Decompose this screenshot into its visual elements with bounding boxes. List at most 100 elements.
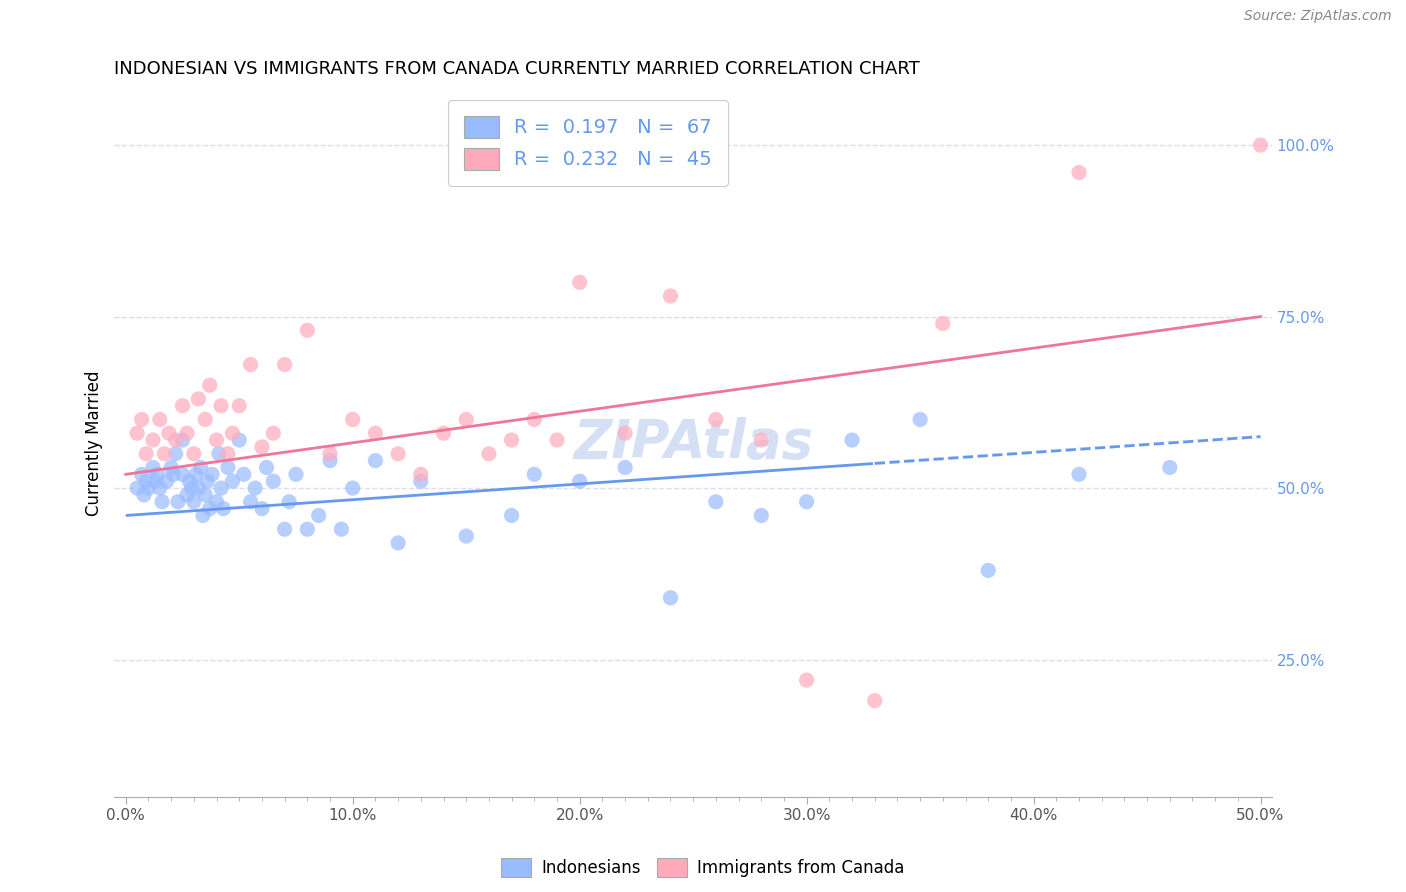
Point (243, 481, 266, 495)
Point (796, 673, 818, 687)
Point (228, 433, 250, 447)
Point (977, 563, 1000, 577)
Point (319, 453, 342, 467)
Point (160, 460, 183, 475)
Point (319, 447, 342, 461)
Point (131, 412, 153, 426)
Point (187, 481, 209, 495)
Point (194, 412, 217, 426)
Point (568, 275, 591, 289)
Point (217, 447, 239, 461)
Point (127, 481, 149, 495)
Point (704, 495, 727, 509)
Point (217, 460, 239, 475)
Point (409, 467, 432, 482)
Point (273, 358, 295, 372)
Point (659, 289, 682, 303)
Point (205, 433, 228, 447)
Point (1067, 467, 1090, 482)
Y-axis label: Currently Married: Currently Married (86, 371, 103, 516)
Point (172, 467, 194, 482)
Point (501, 433, 523, 447)
Point (456, 412, 478, 426)
Point (478, 447, 501, 461)
Point (172, 433, 194, 447)
Point (201, 467, 224, 482)
Point (364, 453, 387, 467)
Point (131, 467, 153, 482)
Legend: R =  0.197   N =  67, R =  0.232   N =  45: R = 0.197 N = 67, R = 0.232 N = 45 (449, 100, 728, 186)
Point (614, 426, 637, 441)
Point (614, 460, 637, 475)
Point (232, 467, 254, 482)
Point (198, 501, 221, 516)
Point (135, 474, 157, 488)
Text: ZIPAtlas: ZIPAtlas (574, 417, 813, 469)
Point (501, 508, 523, 523)
Point (704, 412, 727, 426)
Point (183, 447, 205, 461)
Point (863, 693, 886, 707)
Point (191, 508, 214, 523)
Point (221, 474, 243, 488)
Point (659, 591, 682, 605)
Point (142, 460, 165, 475)
Point (250, 501, 273, 516)
Point (138, 481, 160, 495)
Point (157, 426, 180, 441)
Point (239, 495, 262, 509)
Point (146, 467, 169, 482)
Point (409, 474, 432, 488)
Point (908, 412, 931, 426)
Point (212, 501, 235, 516)
Point (180, 481, 202, 495)
Point (198, 378, 221, 392)
Point (342, 412, 364, 426)
Point (135, 447, 157, 461)
Point (184, 467, 207, 482)
Point (387, 536, 409, 550)
Point (228, 399, 250, 413)
Point (190, 460, 212, 475)
Point (1250, 138, 1272, 153)
Title: INDONESIAN VS IMMIGRANTS FROM CANADA CURRENTLY MARRIED CORRELATION CHART: INDONESIAN VS IMMIGRANTS FROM CANADA CUR… (114, 60, 920, 78)
Point (221, 426, 243, 441)
Point (432, 426, 454, 441)
Point (278, 495, 301, 509)
Point (1159, 460, 1181, 475)
Point (208, 447, 231, 461)
Point (239, 358, 262, 372)
Point (749, 433, 772, 447)
Point (162, 467, 184, 482)
Point (285, 467, 308, 482)
Point (297, 323, 319, 337)
Point (262, 474, 284, 488)
Point (262, 426, 284, 441)
Point (209, 481, 232, 495)
Point (183, 495, 205, 509)
Point (932, 317, 955, 331)
Point (197, 474, 219, 488)
Point (165, 447, 187, 461)
Point (209, 399, 232, 413)
Point (364, 426, 387, 441)
Point (142, 433, 165, 447)
Point (273, 522, 295, 536)
Point (165, 433, 187, 447)
Point (150, 495, 173, 509)
Point (1067, 165, 1090, 179)
Point (841, 433, 863, 447)
Point (250, 440, 273, 454)
Point (342, 481, 364, 495)
Point (308, 508, 330, 523)
Point (568, 474, 591, 488)
Point (176, 488, 198, 502)
Point (456, 529, 478, 543)
Point (749, 508, 772, 523)
Point (176, 426, 198, 441)
Point (796, 495, 818, 509)
Point (149, 481, 172, 495)
Point (205, 495, 228, 509)
Point (194, 488, 217, 502)
Point (153, 447, 176, 461)
